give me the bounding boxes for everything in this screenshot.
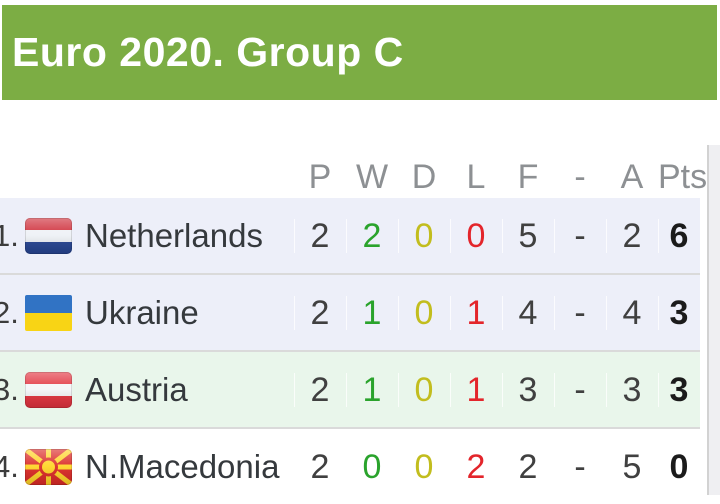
stat-goals-against: 4 bbox=[606, 296, 658, 330]
col-header-goals-for: F bbox=[502, 160, 554, 198]
stat-goals-for: 3 bbox=[502, 373, 554, 407]
stat-draws: 0 bbox=[398, 296, 450, 330]
col-header-draws: D bbox=[398, 160, 450, 198]
table-row-austria[interactable]: 3. Austria 2 1 0 1 3 - 3 3 bbox=[0, 352, 700, 429]
stat-losses: 2 bbox=[450, 450, 502, 484]
table-row-netherlands[interactable]: 1. Netherlands 2 2 0 0 5 - 2 6 bbox=[0, 198, 700, 275]
table-header-row: P W D L F - A Pts bbox=[0, 141, 707, 198]
stat-points: 3 bbox=[658, 296, 700, 330]
col-header-losses: L bbox=[450, 160, 502, 198]
stat-goals-for: 2 bbox=[502, 450, 554, 484]
stat-draws: 0 bbox=[398, 219, 450, 253]
team-name: Netherlands bbox=[85, 216, 263, 254]
stat-points: 0 bbox=[658, 450, 700, 484]
stat-separator: - bbox=[554, 450, 606, 484]
ukraine-flag-icon bbox=[25, 294, 72, 331]
stat-separator: - bbox=[554, 373, 606, 407]
stat-points: 6 bbox=[658, 219, 700, 253]
team-name: N.Macedonia bbox=[85, 447, 280, 485]
stat-wins: 1 bbox=[346, 296, 398, 330]
austria-flag-icon bbox=[25, 371, 72, 408]
stat-losses: 0 bbox=[450, 219, 502, 253]
col-header-goals-against: A bbox=[606, 160, 658, 198]
stat-played: 2 bbox=[294, 219, 346, 253]
standings-table: P W D L F - A Pts 1. Netherlands 2 2 0 0… bbox=[0, 141, 707, 504]
col-header-wins: W bbox=[346, 160, 398, 198]
team-name: Ukraine bbox=[85, 293, 199, 331]
header-banner: Euro 2020. Group C bbox=[2, 5, 717, 100]
table-row-north-macedonia[interactable]: 4. N.Macedonia 2 0 0 2 2 - bbox=[0, 429, 700, 504]
stat-goals-against: 5 bbox=[606, 450, 658, 484]
stat-played: 2 bbox=[294, 373, 346, 407]
stat-wins: 2 bbox=[346, 219, 398, 253]
stat-goals-against: 2 bbox=[606, 219, 658, 253]
stat-wins: 0 bbox=[346, 450, 398, 484]
table-row-ukraine[interactable]: 2. Ukraine 2 1 0 1 4 - 4 3 bbox=[0, 275, 700, 352]
scrollbar-gutter[interactable] bbox=[707, 145, 720, 495]
team-cell: 1. Netherlands bbox=[0, 217, 294, 255]
rank-number: 1. bbox=[0, 217, 19, 253]
col-header-points: Pts bbox=[658, 158, 708, 196]
stat-draws: 0 bbox=[398, 373, 450, 407]
team-cell: 3. Austria bbox=[0, 371, 294, 409]
stat-played: 2 bbox=[294, 296, 346, 330]
rank-number: 4. bbox=[0, 448, 19, 484]
north-macedonia-flag-icon bbox=[25, 448, 72, 485]
stat-separator: - bbox=[554, 219, 606, 253]
team-cell: 4. N.Macedonia bbox=[0, 448, 294, 486]
stat-points: 3 bbox=[658, 373, 700, 407]
team-name: Austria bbox=[85, 370, 188, 408]
stat-goals-for: 5 bbox=[502, 219, 554, 253]
stat-goals-against: 3 bbox=[606, 373, 658, 407]
netherlands-flag-icon bbox=[25, 217, 72, 254]
col-header-separator: - bbox=[554, 160, 606, 198]
page-title: Euro 2020. Group C bbox=[12, 29, 404, 75]
stat-goals-for: 4 bbox=[502, 296, 554, 330]
stat-separator: - bbox=[554, 296, 606, 330]
rank-number: 3. bbox=[0, 371, 19, 407]
stat-played: 2 bbox=[294, 450, 346, 484]
col-header-played: P bbox=[294, 160, 346, 198]
stat-wins: 1 bbox=[346, 373, 398, 407]
rank-number: 2. bbox=[0, 294, 19, 330]
stat-losses: 1 bbox=[450, 373, 502, 407]
team-cell: 2. Ukraine bbox=[0, 294, 294, 332]
stat-losses: 1 bbox=[450, 296, 502, 330]
stat-draws: 0 bbox=[398, 450, 450, 484]
